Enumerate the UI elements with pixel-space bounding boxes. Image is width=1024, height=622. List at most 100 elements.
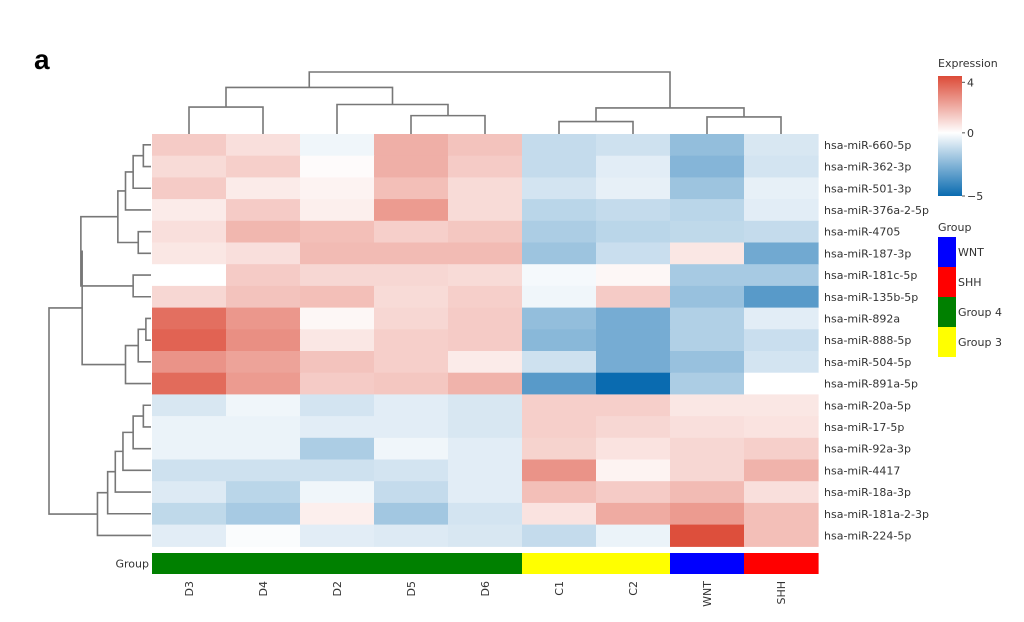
heatmap-cell bbox=[596, 459, 671, 482]
heatmap-cell bbox=[152, 264, 227, 287]
heatmap-cell bbox=[670, 242, 745, 265]
heatmap-cell bbox=[596, 220, 671, 244]
column-label: SHH bbox=[775, 581, 788, 605]
group-legend-swatch bbox=[938, 237, 956, 267]
heatmap-cell bbox=[448, 177, 523, 200]
heatmap-cell bbox=[596, 177, 671, 200]
heatmap-cell bbox=[448, 307, 523, 330]
heatmap-cell bbox=[300, 524, 375, 547]
column-label: D4 bbox=[257, 581, 270, 596]
group-cell bbox=[448, 553, 523, 574]
row-dendrogram-branch bbox=[122, 431, 151, 472]
heatmap-cell bbox=[152, 459, 227, 482]
heatmap-cell bbox=[300, 329, 375, 352]
heatmap-cell bbox=[152, 199, 227, 222]
heatmap-cell bbox=[226, 329, 301, 352]
heatmap-cell bbox=[374, 285, 449, 309]
heatmap-cell bbox=[522, 437, 597, 461]
heatmap-cell bbox=[522, 199, 597, 222]
row-label: hsa-miR-362-3p bbox=[824, 161, 911, 174]
heatmap-cell bbox=[300, 502, 375, 526]
heatmap-cell bbox=[596, 524, 671, 547]
row-label: hsa-miR-18a-3p bbox=[824, 486, 911, 499]
heatmap-cell bbox=[596, 351, 671, 374]
heatmap-cell bbox=[596, 307, 671, 330]
heatmap-cell bbox=[152, 351, 227, 374]
heatmap-cell bbox=[744, 134, 819, 157]
row-label: hsa-miR-20a-5p bbox=[824, 399, 911, 412]
row-dendrogram-branch bbox=[137, 230, 151, 255]
heatmap-cell bbox=[226, 437, 301, 461]
heatmap-cell bbox=[374, 394, 449, 417]
heatmap-cell bbox=[226, 351, 301, 374]
row-dendrogram-branch bbox=[124, 171, 151, 211]
heatmap-cell bbox=[596, 199, 671, 222]
heatmap-cell bbox=[670, 264, 745, 287]
heatmap-cell bbox=[226, 177, 301, 200]
heatmap-cell bbox=[596, 481, 671, 504]
heatmap-cell bbox=[448, 285, 523, 309]
column-dendrogram-branch bbox=[706, 116, 782, 134]
heatmap-cell bbox=[300, 177, 375, 200]
heatmap-cell bbox=[226, 220, 301, 244]
heatmap-cell bbox=[300, 199, 375, 222]
heatmap-cell bbox=[374, 307, 449, 330]
heatmap-cell bbox=[522, 134, 597, 157]
heatmap-cell bbox=[670, 481, 745, 504]
heatmap-cell bbox=[522, 242, 597, 265]
heatmap-cell bbox=[744, 524, 819, 547]
heatmap-cell bbox=[744, 220, 819, 244]
heatmap-cell bbox=[300, 242, 375, 265]
heatmap-cell bbox=[522, 394, 597, 417]
heatmap-cell bbox=[374, 416, 449, 439]
heatmap-cell bbox=[596, 416, 671, 439]
heatmap-cell bbox=[522, 502, 597, 526]
heatmap-cell bbox=[448, 372, 523, 395]
heatmap-cell bbox=[226, 285, 301, 309]
heatmap-cell bbox=[522, 459, 597, 482]
heatmap-cell bbox=[670, 134, 745, 157]
heatmap-cell bbox=[152, 524, 227, 547]
column-label: D5 bbox=[405, 581, 418, 596]
heatmap-cell bbox=[596, 329, 671, 352]
colorbar-tick-label: 4 bbox=[967, 76, 974, 89]
heatmap-cell bbox=[670, 394, 745, 417]
colorbar-tick-label: −5 bbox=[967, 190, 983, 203]
heatmap-cell bbox=[744, 372, 819, 395]
group-cell bbox=[300, 553, 375, 574]
row-label: hsa-miR-892a bbox=[824, 312, 900, 325]
heatmap-cell bbox=[522, 155, 597, 178]
colorbar-title: Expression bbox=[938, 57, 998, 70]
heatmap-cell bbox=[152, 155, 227, 178]
heatmap-cell bbox=[226, 264, 301, 287]
heatmap-cell bbox=[226, 155, 301, 178]
heatmap-cell bbox=[226, 524, 301, 547]
row-label: hsa-miR-376a-2-5p bbox=[824, 204, 929, 217]
row-dendrogram-branch bbox=[145, 317, 151, 341]
heatmap-cell bbox=[300, 481, 375, 504]
heatmap-cell bbox=[670, 372, 745, 395]
heatmap-cell bbox=[744, 242, 819, 265]
heatmap-cell bbox=[374, 220, 449, 244]
heatmap-cell bbox=[300, 220, 375, 244]
group-legend: Group WNT SHH Group 4 Group 3 bbox=[938, 221, 1002, 357]
heatmap-cell bbox=[448, 199, 523, 222]
colorbar-tick-label: 0 bbox=[967, 127, 974, 140]
heatmap-cell bbox=[744, 199, 819, 222]
group-cell bbox=[744, 553, 819, 574]
heatmap-cell bbox=[448, 220, 523, 244]
heatmap-cell bbox=[670, 199, 745, 222]
heatmap-cell bbox=[226, 307, 301, 330]
row-dendrogram bbox=[48, 144, 151, 537]
heatmap-cell bbox=[374, 372, 449, 395]
heatmap-cell bbox=[374, 329, 449, 352]
row-label: hsa-miR-17-5p bbox=[824, 421, 904, 434]
heatmap-cell bbox=[152, 394, 227, 417]
heatmap-cell bbox=[670, 459, 745, 482]
heatmap-cell bbox=[744, 437, 819, 461]
heatmap-cell bbox=[744, 285, 819, 309]
group-cell bbox=[522, 553, 597, 574]
heatmap-cell bbox=[522, 177, 597, 200]
heatmap-cell bbox=[596, 285, 671, 309]
